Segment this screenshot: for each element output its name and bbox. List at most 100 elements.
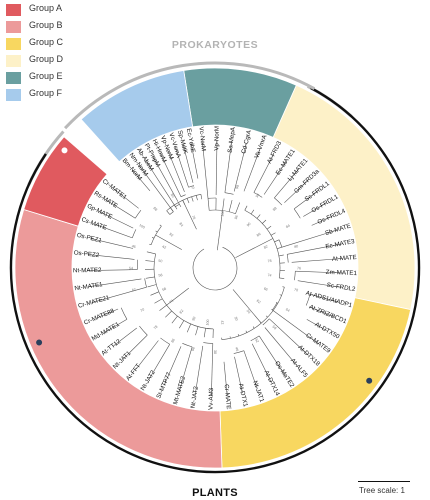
bootstrap-value: 78 bbox=[153, 325, 159, 331]
branch bbox=[233, 143, 247, 192]
branch bbox=[265, 315, 268, 318]
branch bbox=[178, 202, 182, 208]
branch bbox=[243, 350, 258, 389]
branch bbox=[256, 214, 261, 219]
bootstrap-values: 100 98 96 94 90 88 86 84 82 80 78 76 74 70 66 64 62 58 54 5… bbox=[129, 185, 301, 354]
group-sector-f bbox=[80, 70, 194, 163]
leaf-label: Nt-MATE1 bbox=[74, 281, 104, 292]
branch bbox=[274, 197, 283, 206]
branch bbox=[182, 144, 194, 183]
branch bbox=[235, 238, 274, 258]
bootstrap-value: 76 bbox=[191, 215, 196, 220]
branch bbox=[262, 318, 270, 326]
tree-scale-label: Tree scale: 1 bbox=[359, 486, 405, 495]
leaf-label: At-ZRIZ/BCD1 bbox=[308, 304, 348, 326]
bootstrap-value: 46 bbox=[131, 244, 136, 249]
branch bbox=[251, 343, 272, 384]
branch bbox=[277, 246, 282, 249]
leaf-label: Nt-MATE2 bbox=[73, 267, 102, 275]
tree-scale: Tree scale: 1 bbox=[355, 481, 415, 500]
bootstrap-value: 70 bbox=[140, 307, 145, 312]
leaf-label: St-MTP77 bbox=[155, 371, 173, 400]
branch bbox=[291, 258, 343, 263]
plants-label: PLANTS bbox=[192, 487, 238, 499]
branch bbox=[278, 239, 283, 248]
branch bbox=[159, 224, 162, 227]
group-sectors bbox=[14, 67, 416, 469]
branch bbox=[263, 161, 287, 195]
branch bbox=[186, 323, 191, 333]
branch bbox=[96, 308, 119, 319]
branch bbox=[155, 234, 182, 250]
branch bbox=[174, 204, 178, 210]
bootstrap-value: 42 bbox=[161, 245, 166, 250]
bootstrap-value: 62 bbox=[256, 299, 262, 305]
bootstrap-value: 70 bbox=[294, 288, 299, 293]
bootstrap-value: 78 bbox=[267, 259, 271, 263]
branch bbox=[87, 254, 135, 260]
branch bbox=[144, 278, 147, 288]
branch bbox=[250, 335, 260, 341]
bootstrap-value: 54 bbox=[129, 266, 133, 270]
branch bbox=[237, 333, 240, 337]
legend-label: Group F bbox=[29, 88, 63, 98]
branch bbox=[145, 260, 155, 262]
leaf-label: At-DTX1 bbox=[237, 383, 249, 408]
branch bbox=[202, 140, 209, 199]
leaf-label: Cd-CgrA bbox=[240, 129, 253, 155]
branch bbox=[271, 309, 274, 311]
branch bbox=[86, 269, 138, 271]
bootstrap-value: 52 bbox=[254, 338, 259, 343]
bootstrap-value: 88 bbox=[272, 206, 278, 212]
branch bbox=[159, 304, 167, 311]
branch bbox=[99, 211, 134, 229]
branch bbox=[166, 287, 189, 306]
leaf-label: Va-VmrA bbox=[253, 133, 269, 159]
legend-item: Group B bbox=[4, 19, 104, 36]
bootstrap-value: 82 bbox=[263, 245, 268, 250]
branch bbox=[159, 152, 182, 197]
branch bbox=[182, 343, 193, 348]
leaf-label: Cr-MATE bbox=[223, 384, 232, 410]
branch bbox=[120, 307, 128, 320]
legend-label: Group C bbox=[29, 37, 64, 47]
branch bbox=[274, 170, 298, 199]
legend-item: Group F bbox=[4, 87, 104, 104]
bootstrap-value: 90 bbox=[191, 316, 196, 321]
legend-swatch bbox=[6, 4, 21, 16]
leaf-label: Zm-MATE1 bbox=[326, 269, 358, 277]
branch bbox=[272, 309, 319, 344]
leaf-label: At-FFT bbox=[125, 362, 143, 382]
branch bbox=[186, 198, 190, 204]
leaf-label: Vc-NorM bbox=[197, 126, 206, 151]
branch bbox=[311, 216, 333, 226]
branch bbox=[295, 270, 343, 274]
bootstrap-value: 38 bbox=[213, 350, 217, 354]
bootstrap-value: 74 bbox=[267, 273, 271, 277]
branch bbox=[275, 301, 278, 304]
branch bbox=[228, 200, 233, 212]
branch bbox=[154, 298, 163, 304]
bootstrap-value: 66 bbox=[162, 287, 167, 292]
bootstrap-value: 66 bbox=[263, 287, 268, 292]
branch bbox=[170, 207, 174, 212]
bootstrap-value: 58 bbox=[271, 325, 277, 331]
leaf-marker-filled bbox=[366, 377, 373, 384]
legend-swatch bbox=[6, 55, 21, 67]
bootstrap-value: 58 bbox=[158, 273, 162, 277]
bootstrap-value: 90 bbox=[246, 222, 252, 228]
branch bbox=[253, 192, 263, 198]
branch bbox=[278, 254, 284, 257]
branch bbox=[270, 232, 276, 236]
group-sector-b bbox=[14, 209, 223, 469]
bootstrap-value: 50 bbox=[158, 259, 162, 263]
bootstrap-value: 42 bbox=[220, 320, 224, 324]
branch bbox=[203, 328, 206, 338]
bootstrap-value: 50 bbox=[233, 316, 238, 321]
branch bbox=[297, 280, 342, 288]
branch bbox=[305, 294, 311, 306]
branch bbox=[245, 330, 248, 333]
branch bbox=[174, 146, 189, 188]
legend-item: Group D bbox=[4, 53, 104, 70]
